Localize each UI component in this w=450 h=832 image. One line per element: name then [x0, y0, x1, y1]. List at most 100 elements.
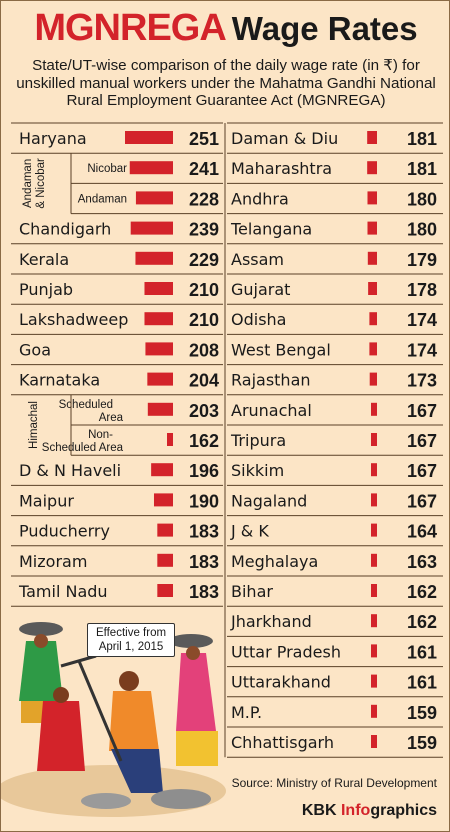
label-maipur: Maipur [19, 491, 74, 510]
workers-illustration [1, 622, 226, 817]
bar-goa [145, 342, 173, 356]
value-karnataka: 204 [189, 371, 219, 391]
basket-left [19, 622, 63, 636]
value-haryana: 251 [189, 129, 219, 149]
worker-man-head [119, 671, 139, 691]
bar-bihar [371, 584, 377, 597]
value-andaman-nicobar-andaman: 228 [189, 189, 219, 209]
value-puducherry: 183 [189, 522, 219, 542]
value-d-n-haveli: 196 [189, 461, 219, 481]
row-andhra: Andhra 180 [227, 189, 443, 215]
label-tripura: Tripura [230, 431, 286, 450]
row-uttarakhand: Uttarakhand 161 [227, 673, 443, 698]
sub-label-himachal-scheduled-area: Scheduled Area [59, 399, 124, 424]
value-himachal-scheduled-area: 203 [189, 401, 219, 421]
label-andhra: Andhra [231, 189, 289, 208]
value-sikkim: 167 [407, 461, 437, 481]
label-sikkim: Sikkim [231, 461, 284, 480]
label-haryana: Haryana [19, 129, 87, 148]
row-mizoram: Mizoram 183 [11, 552, 223, 577]
label-chandigarh: Chandigarh [19, 220, 111, 239]
label-mizoram: Mizoram [19, 552, 87, 571]
bar-m-p [371, 704, 377, 718]
label-assam: Assam [231, 250, 284, 269]
worker-skirt-right [176, 731, 218, 766]
value-andaman-nicobar-nicobar: 241 [189, 159, 219, 179]
bar-nagaland [371, 493, 377, 507]
bar-punjab [144, 282, 173, 295]
bar-kerala [135, 251, 173, 265]
row-himachal-scheduled-area: Scheduled Area 203 [59, 399, 223, 426]
value-gujarat: 178 [407, 280, 437, 300]
value-chhattisgarh: 159 [407, 733, 437, 753]
worker-head-center [53, 687, 69, 703]
row-telangana: Telangana 180 [227, 220, 443, 245]
sub-label-himachal-non-scheduled-area: Non-Scheduled Area [42, 429, 124, 454]
value-assam: 179 [407, 250, 437, 270]
bar-puducherry [157, 523, 173, 537]
bar-andhra [367, 191, 377, 205]
row-haryana: Haryana 251 [11, 129, 223, 154]
bar-daman-diu [367, 131, 377, 144]
group-andaman-nicobar: Andaman& Nicobar [22, 153, 72, 214]
row-karnataka: Karnataka 204 [11, 371, 223, 396]
bar-sikkim [371, 463, 377, 477]
row-m-p: M.P. 159 [227, 703, 443, 728]
row-kerala: Kerala 229 [11, 250, 223, 275]
row-rajasthan: Rajasthan 173 [227, 371, 443, 396]
row-chhattisgarh: Chhattisgarh 159 [227, 733, 443, 758]
title-wage-rates: Wage Rates [231, 10, 418, 47]
label-gujarat: Gujarat [231, 280, 290, 299]
value-himachal-non-scheduled-area: 162 [189, 431, 219, 451]
label-jharkhand: Jharkhand [230, 612, 312, 631]
label-goa: Goa [19, 340, 51, 359]
value-maharashtra: 181 [407, 159, 437, 179]
label-puducherry: Puducherry [19, 522, 110, 541]
bar-assam [367, 251, 377, 265]
label-maharashtra: Maharashtra [231, 159, 332, 178]
bar-west-bengal [369, 342, 377, 356]
worker-woman-center [37, 701, 85, 771]
bar-himachal-scheduled-area [147, 402, 173, 416]
bar-andaman-nicobar-nicobar [129, 161, 173, 175]
sub-label-andaman-nicobar-andaman: Andaman [78, 193, 127, 205]
value-maipur: 190 [189, 491, 219, 511]
value-uttar-pradesh: 161 [407, 642, 437, 662]
worker-head-left [34, 634, 48, 648]
row-uttar-pradesh: Uttar Pradesh 161 [227, 642, 443, 668]
bar-lakshadweep [144, 312, 173, 326]
value-nagaland: 167 [407, 491, 437, 511]
label-uttarakhand: Uttarakhand [231, 673, 331, 692]
stones-pile [151, 789, 211, 809]
sub-label-andaman-nicobar-nicobar: Nicobar [87, 163, 127, 175]
bar-rajasthan [369, 372, 377, 386]
basket-right [169, 634, 213, 648]
bar-haryana [125, 131, 173, 144]
row-andaman-nicobar-nicobar: Nicobar 241 [71, 159, 223, 184]
row-meghalaya: Meghalaya 163 [227, 552, 443, 577]
row-sikkim: Sikkim 167 [227, 461, 443, 486]
label-chhattisgarh: Chhattisgarh [231, 733, 334, 752]
bar-chandigarh [130, 221, 173, 235]
value-arunachal: 167 [407, 401, 437, 421]
worker-man-shirt [109, 691, 159, 751]
value-rajasthan: 173 [407, 371, 437, 391]
value-andhra: 180 [407, 189, 437, 209]
group-label-andaman-nicobar: Andaman& Nicobar [22, 158, 47, 209]
bar-meghalaya [371, 553, 377, 567]
source-note: Source: Ministry of Rural Development [231, 776, 437, 790]
label-lakshadweep: Lakshadweep [19, 310, 128, 329]
label-uttar-pradesh: Uttar Pradesh [231, 642, 341, 661]
row-jharkhand: Jharkhand 162 [227, 612, 443, 637]
bar-telangana [367, 221, 377, 235]
row-d-n-haveli: D & N Haveli 196 [11, 461, 223, 486]
row-puducherry: Puducherry 183 [11, 522, 223, 547]
label-kerala: Kerala [19, 250, 69, 269]
value-daman-diu: 181 [407, 129, 437, 149]
row-assam: Assam 179 [227, 250, 443, 275]
bar-uttarakhand [371, 674, 377, 688]
group-label-himachal: Himachal [28, 401, 40, 449]
credit-prefix: KBK [301, 802, 341, 819]
